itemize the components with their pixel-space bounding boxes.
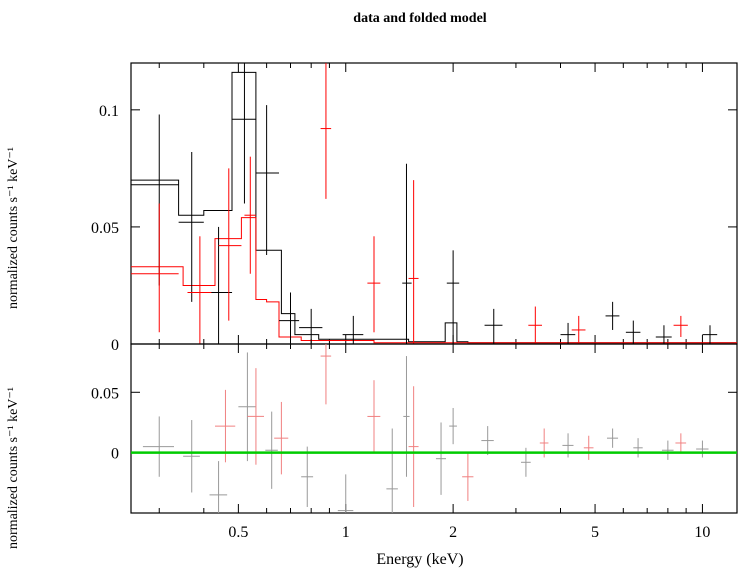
- bottom-panel-y-tick-label: 0.05: [91, 385, 119, 402]
- top-panel-y-tick-label: 0.05: [91, 220, 119, 237]
- top-panel: 0 0.05 0.1: [91, 62, 738, 354]
- x-tick-label: 0.5: [228, 524, 248, 541]
- bottom-panel-y-tick-label: 0: [111, 446, 119, 463]
- bottom-y-axis-label: normalized counts s⁻¹ keV⁻¹: [6, 387, 21, 549]
- top-panel-y-tick-label: 0: [111, 337, 119, 354]
- top-y-axis-label: normalized counts s⁻¹ keV⁻¹: [6, 147, 21, 309]
- model-line-black: [131, 71, 737, 344]
- x-axis-label: Energy (keV): [376, 551, 463, 568]
- bottom-panel-frame: [130, 343, 738, 514]
- x-tick-label: 10: [694, 524, 710, 541]
- chart-title: data and folded model: [353, 11, 487, 26]
- model-line-red: [131, 217, 737, 344]
- x-tick-label: 2: [449, 524, 457, 541]
- top-panel-frame: [130, 62, 738, 345]
- bottom-panel: 0 0.05 0.5 1 2 5 10: [91, 343, 738, 541]
- x-tick-label: 1: [342, 524, 350, 541]
- x-tick-label: 5: [591, 524, 599, 541]
- top-panel-y-tick-label: 0.1: [99, 103, 119, 120]
